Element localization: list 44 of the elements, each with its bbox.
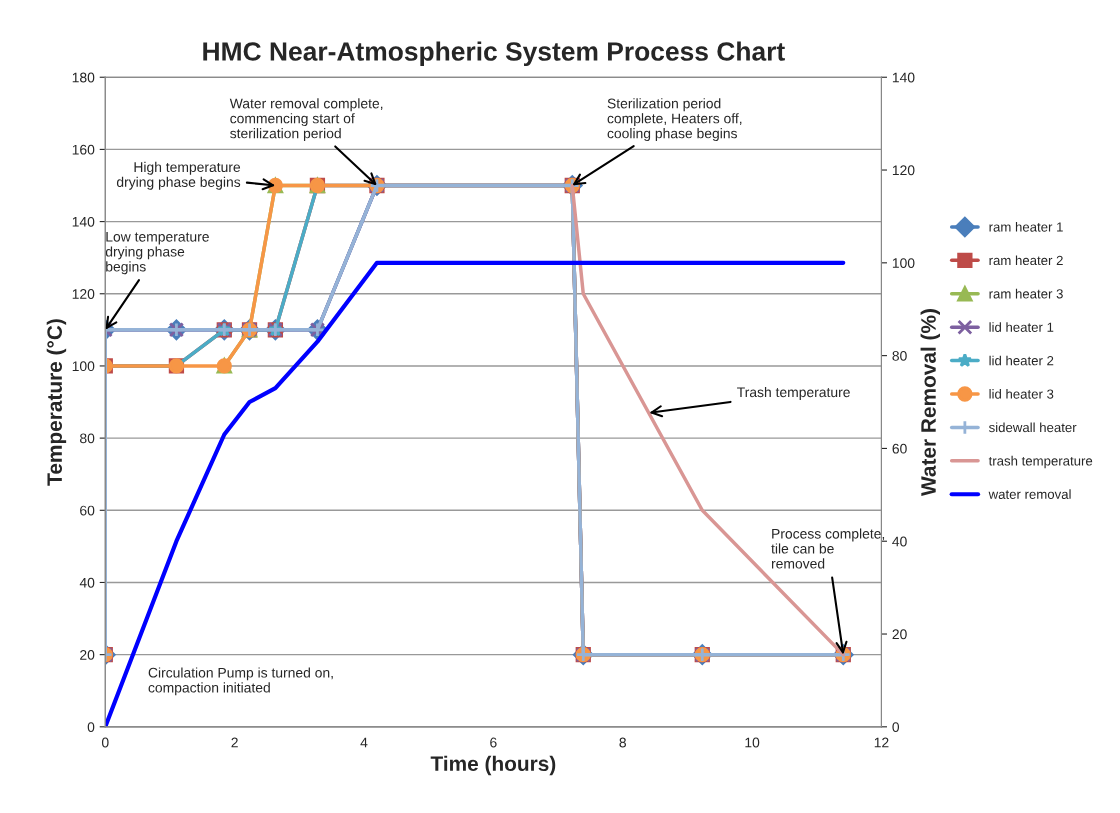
annotation: Trash temperature	[737, 386, 850, 400]
annotation: High temperature drying phase begins	[116, 161, 241, 190]
annotation: Low temperature drying phase begins	[105, 231, 209, 275]
y2-tick-label: 20	[892, 629, 907, 640]
x-tick-label: 6	[490, 737, 497, 748]
legend-label: ram heater 1	[989, 221, 1063, 232]
annotation: Circulation Pump is turned on, compaction initiated	[148, 667, 333, 696]
y2-tick-label: 80	[892, 350, 907, 361]
y-tick-label: 120	[72, 289, 95, 299]
x-tick-label: 8	[619, 737, 626, 748]
y-tick-label: 180	[72, 72, 95, 83]
legend-label: lid heater 2	[989, 355, 1054, 366]
annotation: Sterilization period complete, Heaters off, cooling phase begins	[607, 98, 742, 142]
legend-label: trash temperature	[988, 455, 1093, 469]
y-tick-label: 60	[80, 505, 95, 516]
y-tick-label: 20	[80, 649, 95, 660]
x-tick-label: 2	[231, 737, 238, 748]
chart-title: HMC Near-Atmospheric System Process Chart	[203, 41, 785, 67]
y-tick-label: 140	[72, 216, 95, 227]
y-tick-label: 100	[72, 361, 95, 372]
legend-label: sidewall heater	[988, 422, 1077, 433]
y-tick-label: 0	[87, 722, 95, 732]
x-tick-label: 0	[101, 737, 109, 748]
legend-label: lid heater 3	[989, 389, 1054, 399]
y2-axis-title: Water Removal (%)	[920, 309, 940, 496]
legend-label: ram heater 2	[989, 255, 1063, 266]
y2-tick-label: 100	[892, 258, 915, 268]
legend-label: lid heater 1	[989, 322, 1054, 332]
y2-tick-label: 60	[892, 443, 907, 454]
legend-label: ram heater 3	[989, 288, 1063, 299]
y2-tick-label: 120	[892, 165, 915, 176]
annotation: Water removal complete, commencing start of sterilization period	[229, 98, 383, 142]
x-tick-label: 10	[745, 737, 760, 748]
x-tick-label: 4	[360, 737, 368, 748]
y-tick-label: 160	[72, 144, 95, 155]
y2-tick-label: 140	[892, 72, 915, 83]
x-axis-title: Time (hours)	[430, 755, 556, 776]
x-tick-label: 12	[874, 737, 889, 748]
y-tick-label: 40	[79, 577, 95, 588]
y2-tick-label: 40	[892, 536, 907, 547]
legend-label: water removal	[988, 489, 1071, 499]
y2-tick-label: 0	[892, 722, 900, 732]
y-axis-title: Temperature (°C)	[46, 319, 67, 486]
y-tick-label: 80	[80, 433, 95, 444]
